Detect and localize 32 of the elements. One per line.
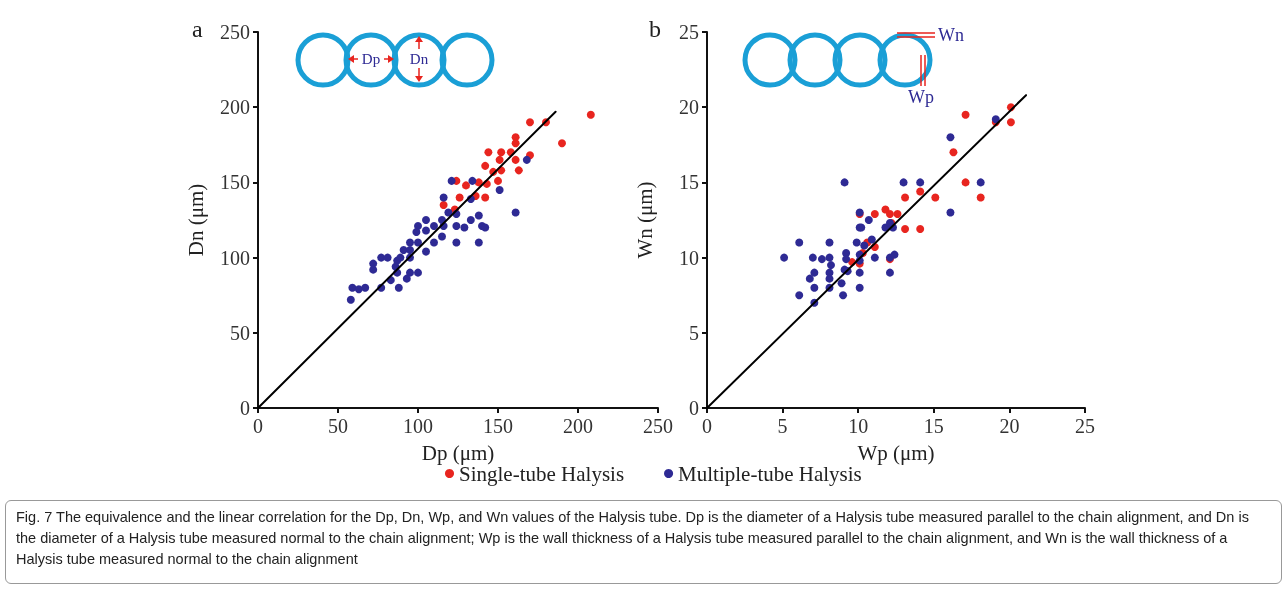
y-axis-title: Wn (μm) <box>632 181 657 259</box>
annotation: Wn <box>938 25 964 45</box>
x-axis-title: Dp (μm) <box>421 440 495 465</box>
annotation: Dn <box>409 51 429 67</box>
y-tick-label: 0 <box>689 397 699 419</box>
y-tick-label: 50 <box>230 321 250 344</box>
y-tick-label: 250 <box>220 21 250 43</box>
text: a <box>192 16 203 43</box>
y-tick-label: 5 <box>689 321 699 344</box>
y-tick-label: 10 <box>679 246 699 269</box>
y-tick-label: 25 <box>679 21 699 43</box>
x-tick-label: 50 <box>328 415 348 437</box>
x-tick-label: 5 <box>777 415 788 437</box>
x-tick-label: 10 <box>848 415 869 437</box>
y-tick-label: 100 <box>220 246 250 269</box>
y-axis-title: Dn (μm) <box>183 183 208 257</box>
x-tick-label: 150 <box>483 415 513 437</box>
annotation: b <box>649 16 661 43</box>
x-tick-label: 20 <box>999 415 1020 437</box>
x-tick-label: 25 <box>1075 415 1095 437</box>
y-tick-label: 20 <box>679 96 699 119</box>
y-tick-label: 15 <box>679 171 699 194</box>
annotation: Dp <box>361 51 381 67</box>
x-tick-label: 250 <box>643 415 673 437</box>
y-tick-label: 0 <box>240 397 250 419</box>
x-tick-label: 100 <box>403 415 433 437</box>
annotation: Wp <box>908 87 934 107</box>
x-tick-label: 15 <box>923 415 944 437</box>
y-tick-label: 200 <box>220 96 250 119</box>
y-tick-label: 150 <box>220 171 250 194</box>
caption: Fig. 7 The equivalence and the linear correlation for the Dp, Dn, Wp, and Wn values of the Halysis tube. Dp is the diameter of a Halysis tube measured parallel to the chain alignment, and Dn is the diameter of a Halysis tube measured normal to the chain alignment; Wp is the wall thickness of a Halysis tube measured parallel to the chain alignment, and Wn is the wall thickness of a Halysis tube measured normal to the chain alignment <box>5 500 1282 584</box>
x-tick-label: 200 <box>563 415 593 437</box>
